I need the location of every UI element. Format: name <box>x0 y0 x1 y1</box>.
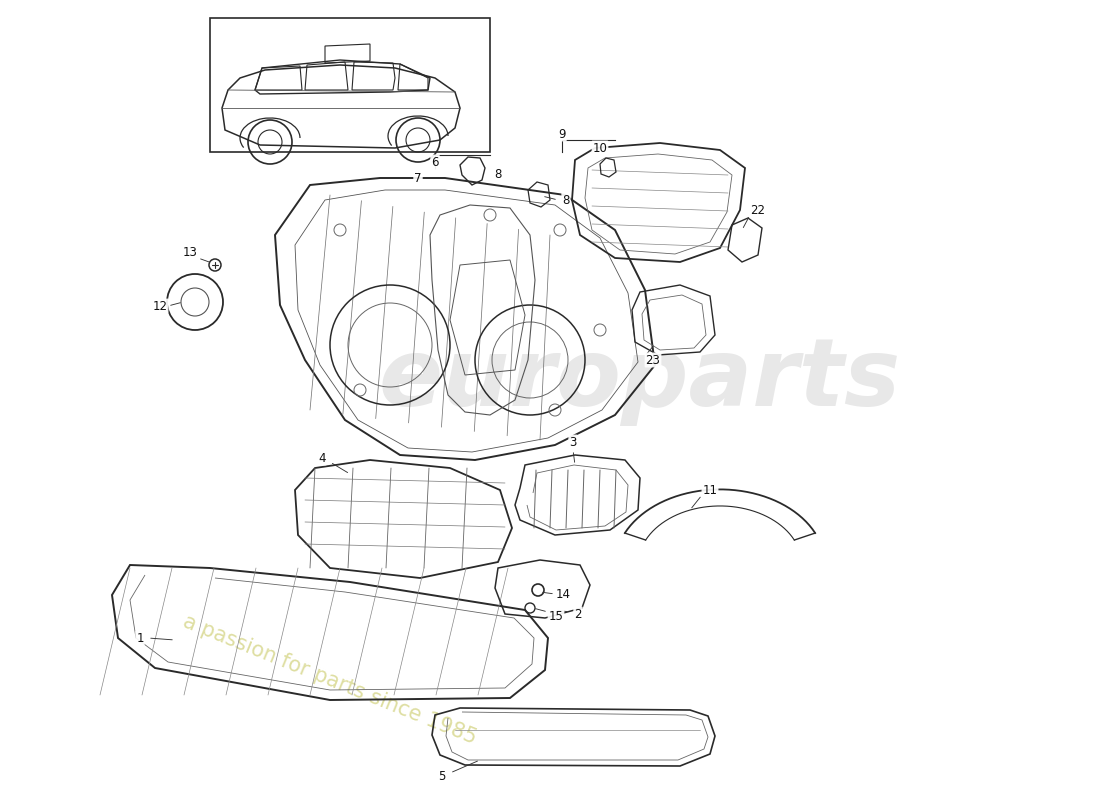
Text: 2: 2 <box>574 607 582 621</box>
Text: 12: 12 <box>153 299 167 313</box>
Text: 6: 6 <box>431 155 439 169</box>
Text: 9: 9 <box>558 127 565 141</box>
Text: 23: 23 <box>646 354 660 366</box>
Text: 7: 7 <box>415 171 421 185</box>
Text: 22: 22 <box>750 203 766 217</box>
Text: 11: 11 <box>703 483 717 497</box>
Text: 14: 14 <box>556 587 571 601</box>
Text: 5: 5 <box>438 770 446 783</box>
Text: europarts: europarts <box>378 334 901 426</box>
Text: a passion for parts since 1985: a passion for parts since 1985 <box>180 612 480 748</box>
Text: 8: 8 <box>494 169 502 182</box>
Text: 1: 1 <box>136 631 144 645</box>
Text: 8: 8 <box>562 194 570 206</box>
Text: 10: 10 <box>593 142 607 154</box>
Text: 4: 4 <box>318 451 326 465</box>
Text: 3: 3 <box>570 435 576 449</box>
Text: 15: 15 <box>549 610 563 622</box>
Bar <box>210 18 490 152</box>
Text: 13: 13 <box>183 246 197 259</box>
